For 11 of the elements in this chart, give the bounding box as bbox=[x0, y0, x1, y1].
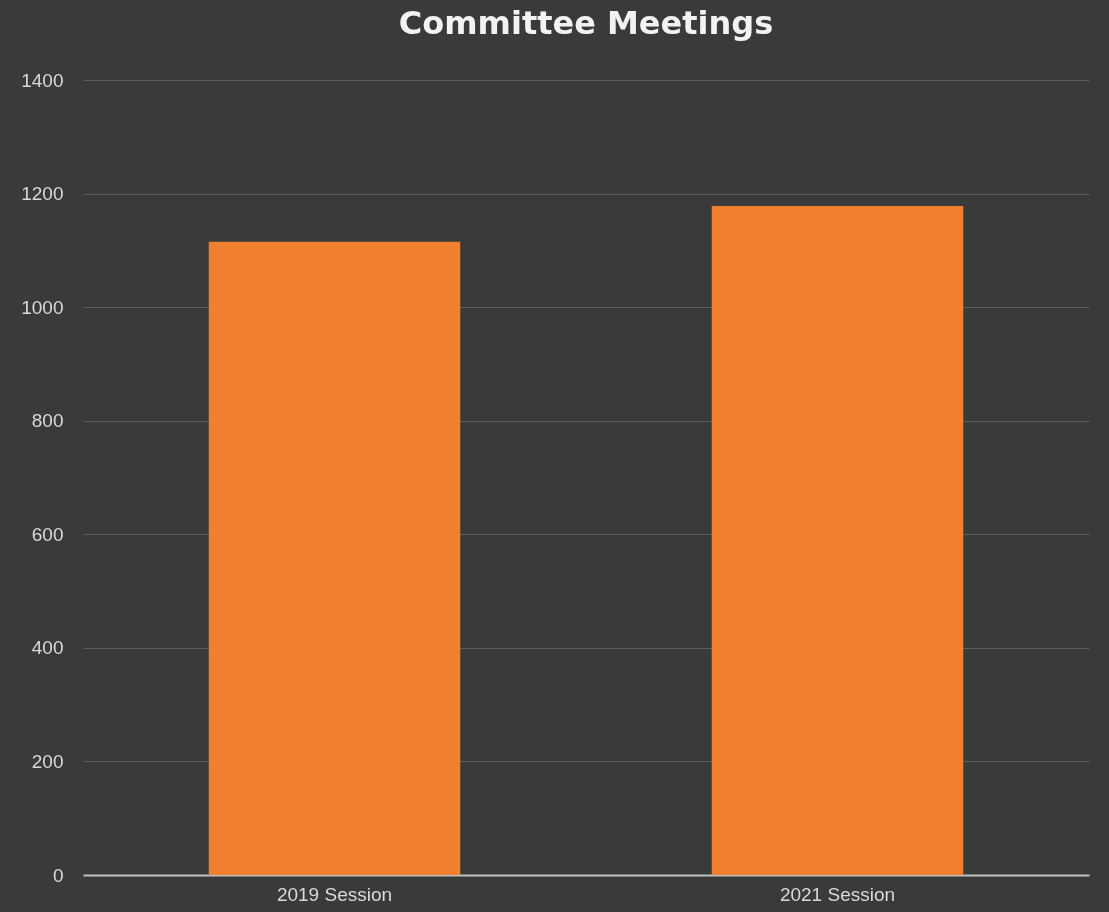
y-tick-label: 800 bbox=[31, 410, 64, 432]
y-tick-label: 0 bbox=[52, 864, 64, 886]
y-tick-label: 1000 bbox=[21, 296, 64, 318]
y-tick-label: 200 bbox=[31, 750, 64, 772]
y-tick-label: 400 bbox=[31, 637, 64, 659]
x-tick-label: 2019 Session bbox=[276, 883, 393, 905]
y-tick-label: 1200 bbox=[21, 183, 64, 205]
y-tick-label: 1400 bbox=[21, 69, 64, 91]
y-tick-label: 600 bbox=[31, 523, 64, 545]
x-tick-label: 2021 Session bbox=[779, 883, 896, 905]
chart-title: Committee Meetings bbox=[398, 4, 774, 42]
